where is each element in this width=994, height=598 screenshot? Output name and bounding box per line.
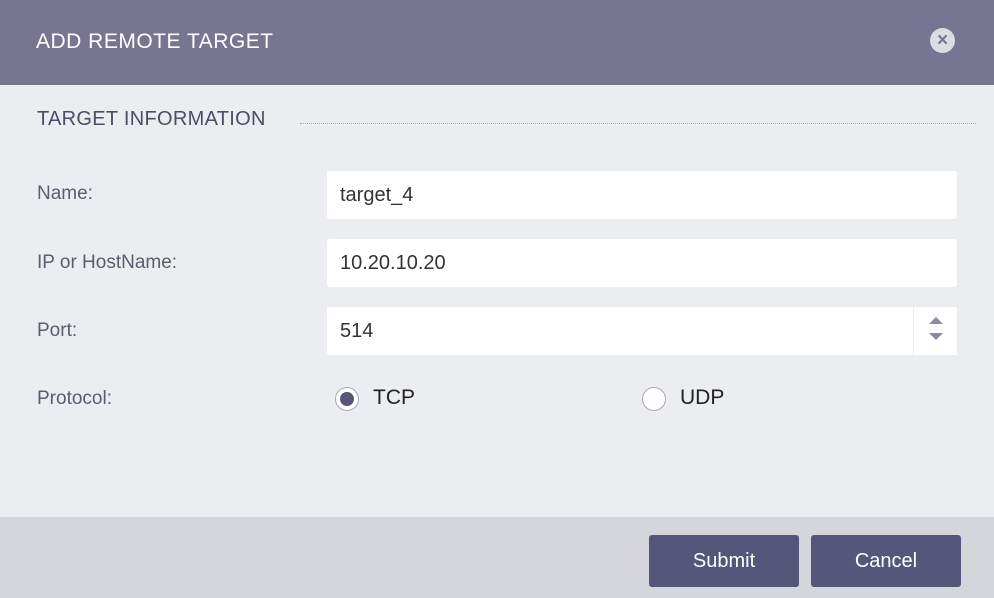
host-input[interactable] <box>327 239 957 287</box>
protocol-label: Protocol: <box>37 388 112 409</box>
section-divider <box>300 123 976 124</box>
dialog-title: ADD REMOTE TARGET <box>36 30 274 53</box>
name-input[interactable] <box>327 171 957 219</box>
chevron-up-icon[interactable] <box>929 317 943 324</box>
name-label: Name: <box>37 183 93 204</box>
cancel-button[interactable]: Cancel <box>811 535 961 587</box>
port-label: Port: <box>37 320 78 341</box>
udp-label[interactable]: UDP <box>680 386 725 409</box>
port-input[interactable] <box>327 307 957 355</box>
close-icon[interactable]: × <box>930 28 955 53</box>
udp-radio[interactable] <box>642 387 666 411</box>
tcp-radio[interactable] <box>335 387 359 411</box>
submit-button[interactable]: Submit <box>649 535 799 587</box>
dialog-header: ADD REMOTE TARGET × <box>0 0 994 85</box>
chevron-down-icon[interactable] <box>929 333 943 340</box>
host-label: IP or HostName: <box>37 252 178 273</box>
port-stepper[interactable] <box>913 307 957 355</box>
tcp-label[interactable]: TCP <box>373 386 415 409</box>
section-title: TARGET INFORMATION <box>37 108 266 130</box>
